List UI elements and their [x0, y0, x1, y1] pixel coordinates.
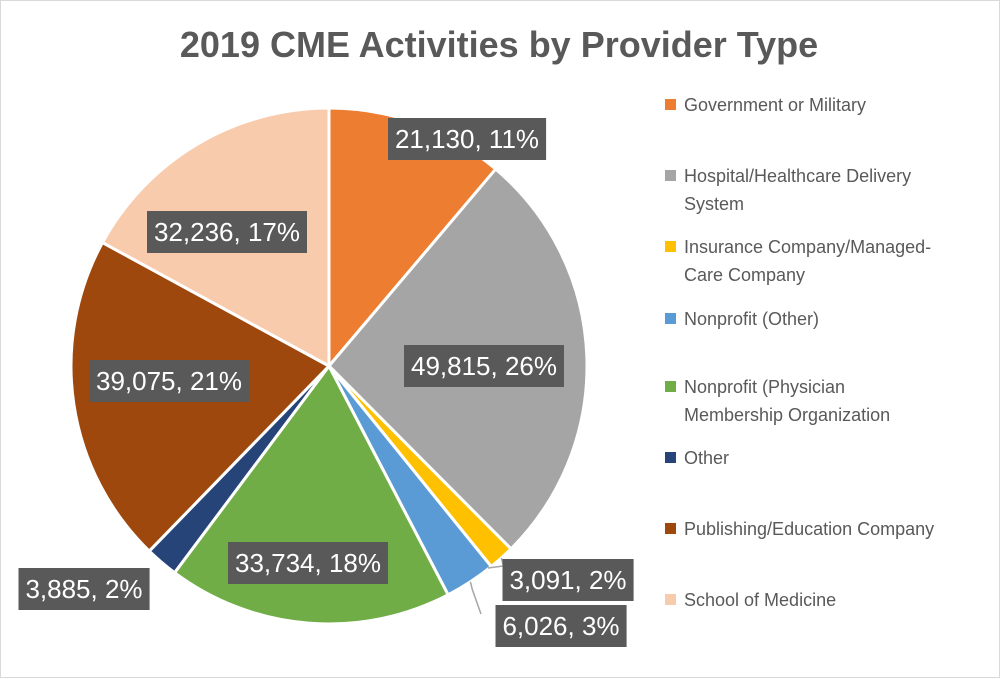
data-label-box: [89, 360, 249, 402]
legend-swatch: [665, 241, 676, 252]
data-labels: 21,130, 11% 49,815, 26% 3,091, 2% 6,026, 3%…: [18, 118, 634, 647]
data-label-text: 32,236, 17%: [154, 217, 300, 247]
data-label-publishing-education-company: 39,075, 21%: [89, 360, 249, 402]
data-label-text: 3,885, 2%: [25, 574, 142, 604]
legend-swatch: [665, 452, 676, 463]
legend-item-nonprofit-other: Nonprofit (Other): [665, 309, 819, 329]
legend-swatch: [665, 523, 676, 534]
data-label-text: 21,130, 11%: [395, 124, 539, 154]
data-label-box: [388, 118, 547, 160]
chart-title: 2019 CME Activities by Provider Type: [180, 24, 818, 65]
data-label-box: [228, 542, 388, 584]
legend-label: Nonprofit (Physician: [684, 377, 845, 397]
data-label-text: 6,026, 3%: [502, 611, 619, 641]
data-label-text: 39,075, 21%: [96, 366, 242, 396]
data-label-box: [18, 568, 150, 610]
data-label-box: [495, 605, 627, 647]
legend-label: Insurance Company/Managed-: [684, 237, 931, 257]
data-label-hospital-healthcare-delivery-system: 49,815, 26%: [404, 345, 564, 387]
legend-label: Membership Organization: [684, 405, 890, 425]
data-label-other: 3,885, 2%: [18, 568, 150, 610]
data-label-nonprofit-physician-membership-organization: 33,734, 18%: [228, 542, 388, 584]
legend-item-hospital-healthcare-delivery-system: Hospital/Healthcare Delivery System: [665, 166, 911, 214]
data-label-insurance-company-managed-care-company: 3,091, 2%: [502, 559, 634, 601]
legend-item-other: Other: [665, 448, 729, 468]
legend-label: Government or Military: [684, 95, 866, 115]
legend-item-nonprofit-physician-membership-organization: Nonprofit (Physician Membership Organizat…: [665, 377, 890, 425]
legend: Government or Military Hospital/Healthcar…: [665, 95, 934, 610]
data-label-text: 49,815, 26%: [411, 351, 557, 381]
legend-label: Other: [684, 448, 729, 468]
legend-item-publishing-education-company: Publishing/Education Company: [665, 519, 934, 539]
legend-swatch: [665, 381, 676, 392]
legend-item-school-of-medicine: School of Medicine: [665, 590, 836, 610]
legend-label: Nonprofit (Other): [684, 309, 819, 329]
data-label-box: [502, 559, 634, 601]
legend-swatch: [665, 170, 676, 181]
legend-label: Hospital/Healthcare Delivery: [684, 166, 911, 186]
legend-item-insurance-company-managed-care-company: Insurance Company/Managed- Care Company: [665, 237, 931, 285]
legend-item-government-or-military: Government or Military: [665, 95, 866, 115]
data-label-nonprofit-other: 6,026, 3%: [495, 605, 627, 647]
data-label-government-or-military: 21,130, 11%: [388, 118, 547, 160]
legend-label: Publishing/Education Company: [684, 519, 934, 539]
data-label-school-of-medicine: 32,236, 17%: [147, 211, 307, 253]
legend-label: System: [684, 194, 744, 214]
leader-line: [469, 581, 482, 615]
legend-swatch: [665, 99, 676, 110]
data-label-box: [404, 345, 564, 387]
legend-swatch: [665, 594, 676, 605]
data-label-box: [147, 211, 307, 253]
legend-label: School of Medicine: [684, 590, 836, 610]
legend-label: Care Company: [684, 265, 805, 285]
legend-swatch: [665, 313, 676, 324]
data-label-text: 33,734, 18%: [235, 548, 381, 578]
data-label-text: 3,091, 2%: [509, 565, 626, 595]
